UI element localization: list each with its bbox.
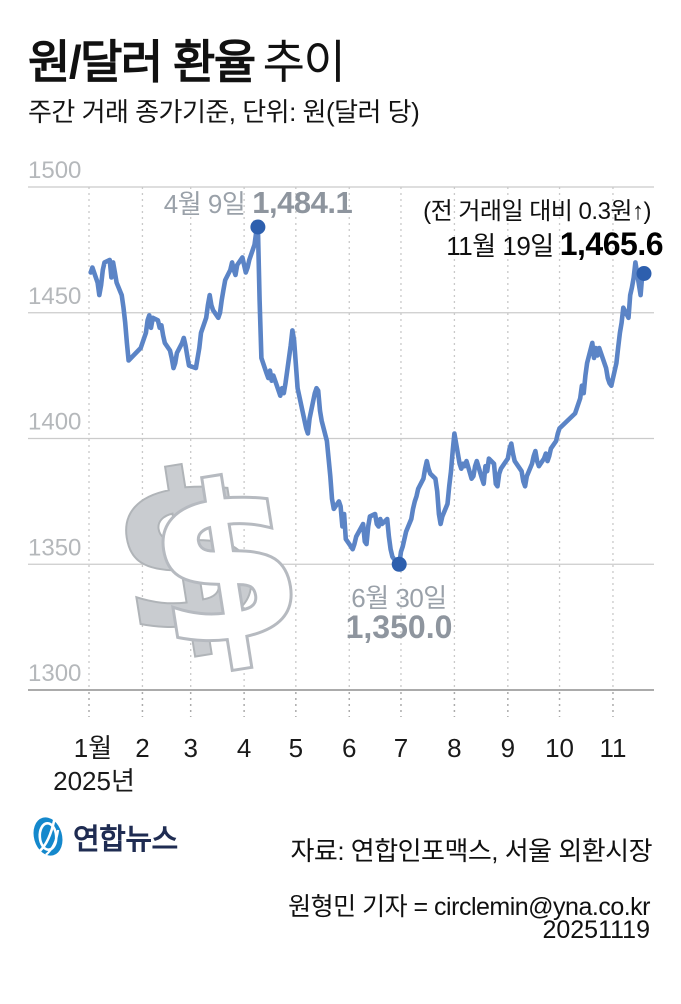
highlight-marker-0 [250,219,266,235]
y-axis-label-1450: 1450 [28,283,81,310]
peak-date-label: 4월 9일 [163,189,246,219]
usdkrw-rate-line [88,224,647,567]
yonhap-logo-icon [33,817,63,856]
yonhap-logo: 연합뉴스 [31,815,178,858]
data-source-text: 자료: 연합인포맥스, 서울 외환시장 [290,836,653,866]
min-date-label: 6월 30일 [351,583,447,613]
reporter-credit-text: 원형민 기자 = circlemin@yna.co.kr [288,893,650,921]
y-axis-label-1350: 1350 [28,534,81,561]
y-axis-label-1300: 1300 [28,660,81,687]
latest-date-label: 11월 19일 [446,231,554,261]
prev-day-change-note: (전 거래일 대비 0.3원↑) [423,198,651,225]
page-title-main: 원/달러 환율 [28,36,256,88]
peak-value-label: 1,484.1 [252,185,353,220]
x-axis-label-9: 9 [501,733,515,763]
yonhap-logo-text: 연합뉴스 [73,823,178,856]
y-axis-label-1500: 1500 [28,157,81,184]
x-axis-label-2: 2 [135,733,149,763]
highlight-marker-1 [391,556,407,572]
peak-annotation: 4월 9일 1,484.1 [128,184,388,221]
x-axis-label-3: 3 [183,733,197,763]
x-axis-label-7: 7 [394,733,408,763]
latest-annotation: 11월 19일 1,465.6 [446,226,663,263]
page-title-sub: 추이 [262,36,346,88]
x-axis-label-8: 8 [447,733,461,763]
date-code-text: 20251119 [542,916,650,944]
x-axis-label-10: 10 [545,733,574,763]
x-axis-label-6: 6 [342,733,356,763]
min-value-label: 1,350.0 [345,609,453,645]
chart-subtitle: 주간 거래 종가기준, 단위: 원(달러 당) [28,97,420,127]
page-title: 원/달러 환율 추이 [28,26,346,92]
x-axis-label-4: 4 [237,733,251,763]
dollar-watermark: $$ [94,417,321,700]
x-axis-label-11: 11 [599,733,626,763]
x-axis-year-label: 2025년 [53,766,135,796]
highlight-marker-2 [636,266,652,281]
exchange-rate-line-chart: 1500 1450 1400 1350 1300 1월 2 3 4 5 6 7 8 9 10 11 2025년 $… [28,157,654,796]
x-axis-label-5: 5 [289,733,303,763]
x-axis-label-1: 1월 [74,733,112,763]
y-axis-label-1400: 1400 [28,409,81,436]
latest-value-label: 1,465.6 [559,226,664,262]
